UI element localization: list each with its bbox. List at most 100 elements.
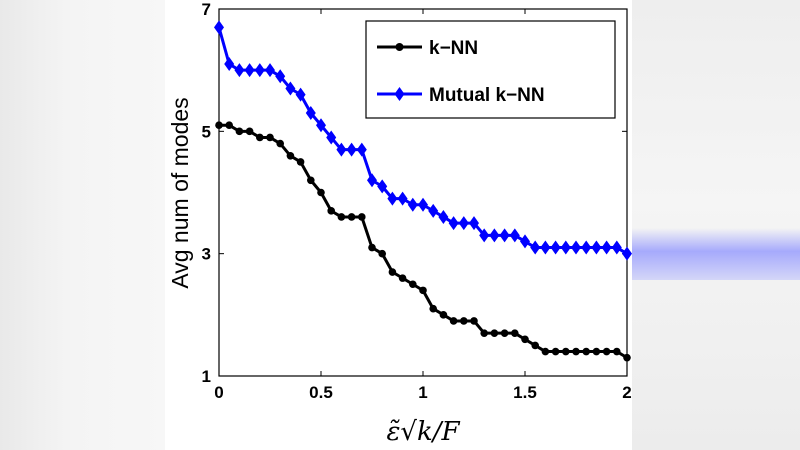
data-point	[448, 216, 459, 231]
data-point	[327, 207, 336, 215]
data-point	[592, 347, 601, 356]
data-point	[480, 329, 489, 337]
data-point	[500, 329, 509, 337]
data-point	[296, 158, 305, 166]
data-point	[509, 228, 520, 243]
data-point	[469, 216, 479, 231]
y-tick-label: 7	[202, 0, 211, 19]
series-layer	[214, 20, 632, 362]
data-point	[560, 240, 571, 255]
data-point	[307, 176, 315, 185]
data-point	[581, 240, 592, 255]
data-point	[582, 347, 590, 356]
data-point	[428, 203, 439, 218]
x-tick-label: 0.5	[309, 383, 333, 402]
data-point	[622, 246, 632, 261]
data-point	[265, 63, 275, 78]
legend-label-knn: k−NN	[429, 38, 478, 59]
background-blue-band	[632, 228, 800, 280]
data-point	[460, 317, 468, 325]
tick-labels: 0 0.5 1 1.5 2 1 3 5 7	[202, 0, 632, 402]
background-right	[632, 0, 800, 450]
data-point	[245, 127, 254, 136]
data-point	[254, 63, 265, 78]
data-point	[439, 311, 448, 319]
data-point	[449, 317, 458, 325]
data-point	[409, 280, 417, 289]
x-tick-label: 1	[418, 383, 427, 402]
data-point	[347, 213, 356, 221]
legend-marker-mutual-knn	[394, 87, 405, 101]
legend-marker-knn	[395, 43, 404, 51]
data-point	[438, 209, 449, 224]
data-point	[470, 317, 478, 325]
x-tick-label: 2	[622, 383, 631, 402]
data-point	[358, 213, 366, 221]
series-knn	[215, 121, 631, 362]
background-left	[0, 0, 165, 450]
data-point	[572, 347, 580, 356]
data-point	[225, 121, 233, 130]
data-point	[499, 228, 510, 243]
data-point	[520, 234, 530, 249]
data-point	[490, 329, 499, 337]
data-point	[489, 228, 500, 243]
data-point	[407, 197, 418, 212]
data-point	[276, 139, 285, 148]
data-point	[571, 240, 581, 255]
data-point	[305, 105, 316, 120]
data-point	[235, 127, 244, 136]
data-point	[602, 347, 611, 356]
legend: k−NN Mutual k−NN	[365, 20, 616, 119]
data-point	[521, 335, 529, 344]
y-axis-label: Avg num of modes	[167, 97, 193, 288]
data-point	[215, 121, 223, 130]
y-tick-label: 1	[202, 367, 211, 386]
legend-label-mutual-knn: Mutual k−NN	[429, 85, 545, 106]
data-point	[397, 191, 408, 206]
data-point	[541, 347, 550, 356]
data-point	[591, 240, 602, 255]
data-point	[224, 57, 235, 72]
data-point	[234, 63, 245, 78]
data-point	[429, 304, 438, 313]
data-point	[275, 69, 286, 84]
data-point	[398, 274, 407, 282]
data-point	[613, 347, 621, 356]
data-point	[337, 213, 346, 221]
data-point	[214, 20, 224, 35]
data-point	[530, 240, 541, 255]
data-point	[550, 240, 561, 255]
data-point	[346, 142, 357, 157]
data-point	[601, 240, 612, 255]
data-point	[531, 341, 539, 350]
y-tick-label: 5	[202, 122, 211, 141]
data-point	[326, 130, 337, 145]
data-point	[285, 81, 296, 96]
data-point	[388, 268, 397, 276]
data-point	[378, 249, 387, 258]
data-point	[458, 216, 469, 231]
data-point	[368, 243, 376, 252]
data-point	[244, 63, 255, 78]
data-point	[336, 142, 347, 157]
data-point	[266, 133, 274, 142]
data-point	[295, 87, 306, 102]
legend-box	[365, 20, 616, 119]
data-point	[511, 329, 519, 337]
data-point	[367, 173, 377, 188]
x-axis-label: ε̃√k/F	[386, 417, 460, 447]
data-point	[316, 118, 326, 133]
data-point	[377, 179, 388, 194]
data-point	[286, 152, 295, 160]
data-point	[611, 240, 622, 255]
y-tick-label: 3	[202, 245, 211, 264]
data-point	[418, 197, 428, 212]
data-point	[551, 347, 560, 356]
data-point	[540, 240, 551, 255]
data-point	[255, 133, 264, 142]
data-point	[356, 142, 367, 157]
data-point	[419, 286, 427, 295]
data-point	[562, 347, 570, 356]
